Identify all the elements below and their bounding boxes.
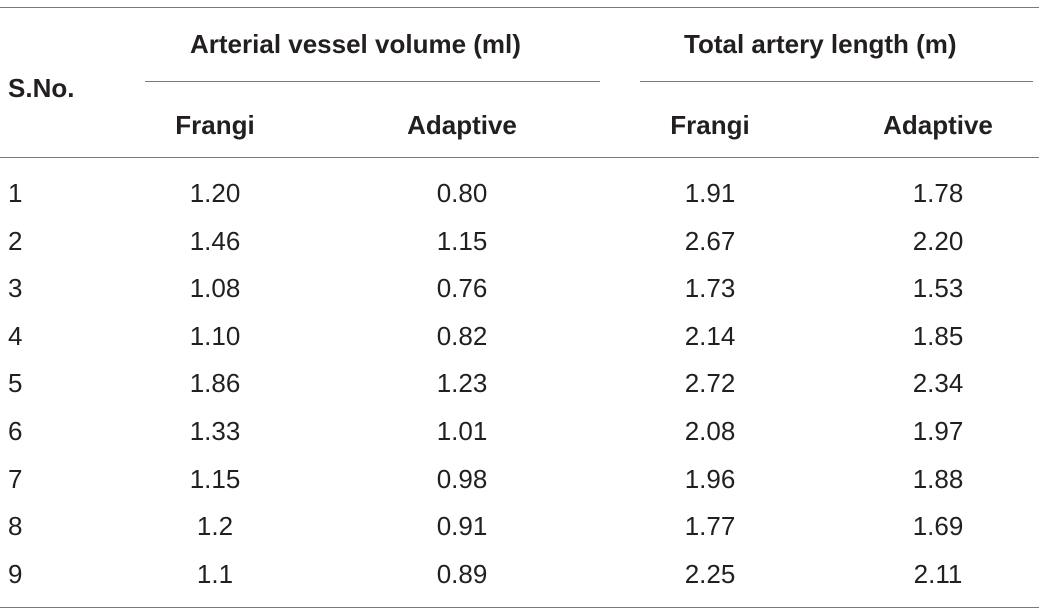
cell-volume-frangi: 1.10 <box>189 320 241 351</box>
cell-sno: 4 <box>8 320 23 351</box>
cell-sno: 9 <box>8 558 23 589</box>
group-header-vessel-volume: Arterial vessel volume (ml) <box>190 29 521 59</box>
cell-volume-adaptive: 0.82 <box>436 320 488 351</box>
cell-length-adaptive: 2.11 <box>913 558 963 589</box>
column-header-volume-frangi: Frangi <box>175 110 255 140</box>
cell-sno: 1 <box>8 178 23 208</box>
table-row: 1 1.20 0.80 1.91 1.78 <box>0 170 1039 218</box>
table-row: 6 1.33 1.01 2.08 1.97 <box>0 408 1039 456</box>
cell-length-frangi: 2.08 <box>684 415 736 446</box>
cell-volume-adaptive: 0.89 <box>436 558 488 589</box>
cell-length-adaptive: 2.34 <box>912 368 964 399</box>
cell-length-frangi: 1.91 <box>684 178 736 208</box>
cell-length-frangi: 2.72 <box>684 368 736 399</box>
header-rule <box>0 157 1039 158</box>
cell-sno: 6 <box>8 415 23 446</box>
cell-volume-adaptive: 1.23 <box>436 368 488 399</box>
bottom-rule <box>0 607 1039 608</box>
cell-length-frangi: 1.73 <box>684 273 736 304</box>
cell-length-adaptive: 1.53 <box>912 273 964 304</box>
table-row: 3 1.08 0.76 1.73 1.53 <box>0 265 1039 313</box>
table-row: 4 1.10 0.82 2.14 1.85 <box>0 313 1039 361</box>
cell-length-adaptive: 1.97 <box>912 415 964 446</box>
cell-length-frangi: 2.25 <box>684 558 736 589</box>
cell-volume-adaptive: 0.91 <box>436 511 488 542</box>
table-row: 2 1.46 1.15 2.67 2.20 <box>0 218 1039 266</box>
group-header-artery-length: Total artery length (m) <box>684 29 957 59</box>
cell-length-frangi: 2.14 <box>684 320 736 351</box>
cell-sno: 8 <box>8 511 23 542</box>
group-underline-length <box>640 81 1033 82</box>
cell-volume-adaptive: 1.15 <box>436 225 488 256</box>
table-row: 5 1.86 1.23 2.72 2.34 <box>0 360 1039 408</box>
cell-length-frangi: 2.67 <box>684 225 736 256</box>
cell-sno: 5 <box>8 368 23 399</box>
cell-length-adaptive: 1.85 <box>912 320 964 351</box>
cell-volume-frangi: 1.2 <box>196 511 234 542</box>
column-header-sno: S.No. <box>8 73 75 103</box>
cell-volume-frangi: 1.33 <box>189 415 241 446</box>
cell-sno: 2 <box>8 225 23 256</box>
cell-length-adaptive: 1.78 <box>912 178 964 208</box>
cell-volume-adaptive: 0.98 <box>436 463 488 494</box>
cell-length-frangi: 1.96 <box>684 463 736 494</box>
cell-length-frangi: 1.77 <box>684 511 736 542</box>
table-row: 9 1.1 0.89 2.25 2.11 <box>0 551 1039 599</box>
table-body: 1 1.20 0.80 1.91 1.78 2 1.46 1.15 2.67 2… <box>0 170 1039 598</box>
table-row: 8 1.2 0.91 1.77 1.69 <box>0 503 1039 551</box>
cell-length-adaptive: 1.69 <box>912 511 964 542</box>
column-header-volume-adaptive: Adaptive <box>407 110 517 140</box>
top-rule <box>0 7 1039 8</box>
group-underline-volume <box>145 81 600 82</box>
cell-volume-adaptive: 0.80 <box>436 178 488 208</box>
cell-sno: 7 <box>8 463 23 494</box>
cell-volume-frangi: 1.20 <box>189 178 241 208</box>
cell-volume-adaptive: 0.76 <box>436 273 488 304</box>
cell-length-adaptive: 1.88 <box>912 463 964 494</box>
cell-volume-adaptive: 1.01 <box>436 415 488 446</box>
cell-volume-frangi: 1.86 <box>189 368 241 399</box>
cell-volume-frangi: 1.08 <box>189 273 241 304</box>
column-header-length-frangi: Frangi <box>670 110 750 140</box>
cell-length-adaptive: 2.20 <box>912 225 964 256</box>
cell-sno: 3 <box>8 273 23 304</box>
cell-volume-frangi: 1.15 <box>189 463 241 494</box>
table-row: 7 1.15 0.98 1.96 1.88 <box>0 456 1039 504</box>
column-header-length-adaptive: Adaptive <box>883 110 993 140</box>
cell-volume-frangi: 1.46 <box>189 225 241 256</box>
cell-volume-frangi: 1.1 <box>196 558 234 589</box>
